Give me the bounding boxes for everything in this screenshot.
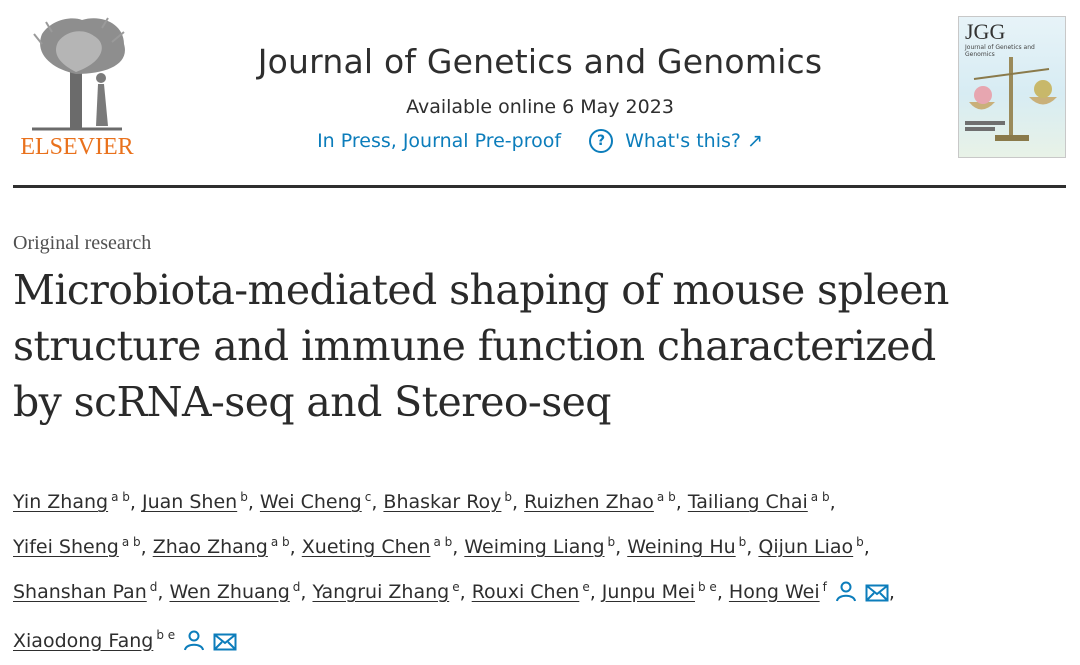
author-separator: ,	[746, 536, 759, 559]
availability-date: Available online 6 May 2023	[406, 96, 674, 118]
envelope-icon[interactable]	[865, 577, 889, 617]
affiliation-marker[interactable]: b	[240, 490, 248, 504]
author-entry: Zhao Zhang a b	[152, 534, 290, 559]
affiliation-marker[interactable]: c	[364, 490, 372, 504]
author-entry: Yangrui Zhang e	[312, 579, 460, 603]
affiliation-marker[interactable]: a b	[656, 490, 676, 504]
article-type: Original research	[13, 232, 152, 254]
affiliation-marker[interactable]: f	[822, 579, 827, 594]
whats-this-link[interactable]: What's this? ↗	[625, 130, 763, 152]
author-name-link[interactable]: Zhao Zhang	[152, 536, 268, 559]
author-separator: ,	[863, 536, 870, 559]
author-entry: Yin Zhang a b	[13, 490, 130, 514]
affiliation-marker[interactable]: a b	[433, 534, 453, 549]
person-icon[interactable]	[835, 577, 857, 617]
author-separator: ,	[157, 580, 170, 603]
title-line: Microbiota-mediated shaping of mouse spl…	[13, 266, 949, 314]
author-separator: ,	[675, 491, 688, 514]
author-name-link[interactable]: Shanshan Pan	[13, 580, 147, 603]
affiliation-marker[interactable]: b	[738, 534, 747, 549]
affiliation-marker[interactable]: a b	[111, 490, 130, 504]
author-name-link[interactable]: Ruizhen Zhao	[524, 491, 654, 514]
author-name-link[interactable]: Hong Wei	[728, 580, 820, 603]
title-line: by scRNA-seq and Stereo-seq	[13, 378, 612, 426]
author-list: Yin Zhang a b, Juan Shen b, Wei Cheng c, Bh…	[13, 478, 1073, 665]
author-entry: Qijun Liao b	[758, 534, 864, 559]
author-entry: Bhaskar Roy b	[383, 490, 513, 514]
author-name-link[interactable]: Xueting Chen	[301, 536, 431, 559]
author-entry: Tailiang Chai a b	[687, 490, 830, 514]
affiliation-marker[interactable]: e	[582, 579, 590, 594]
affiliation-marker[interactable]: b e	[156, 628, 176, 643]
cover-subtitle: Journal of Genetics and Genomics	[965, 44, 1035, 58]
title-line: structure and immune function characteri…	[13, 322, 936, 370]
affiliation-marker[interactable]: a b	[810, 490, 830, 504]
author-name-link[interactable]: Xiaodong Fang	[13, 629, 154, 652]
author-name-link[interactable]: Bhaskar Roy	[383, 491, 502, 514]
author-separator: ,	[140, 536, 153, 559]
affiliation-marker[interactable]: b	[607, 534, 616, 549]
tree-logo-icon	[32, 17, 125, 131]
author-entry: Wei Cheng c	[259, 490, 372, 514]
author-name-link[interactable]: Yangrui Zhang	[312, 580, 450, 603]
author-separator: ,	[452, 536, 465, 559]
author-entry: Weining Hu b	[627, 534, 747, 559]
header-divider	[13, 185, 1066, 188]
cover-illustration-icon	[965, 57, 1057, 141]
author-name-link[interactable]: Qijun Liao	[758, 536, 854, 559]
author-separator: ,	[716, 580, 729, 603]
author-separator: ,	[247, 491, 260, 514]
author-separator: ,	[300, 580, 313, 603]
author-name-link[interactable]: Yin Zhang	[13, 491, 109, 514]
affiliation-marker[interactable]: a b	[121, 534, 141, 549]
affiliation-marker[interactable]: a b	[270, 534, 290, 549]
author-separator: ,	[589, 580, 602, 603]
author-name-link[interactable]: Weining Hu	[627, 536, 736, 559]
author-name-link[interactable]: Wei Cheng	[259, 491, 362, 514]
author-name-link[interactable]: Rouxi Chen	[471, 580, 580, 603]
author-separator: ,	[615, 536, 628, 559]
author-entry: Juan Shen b	[141, 490, 248, 514]
journal-title[interactable]: Journal of Genetics and Genomics	[257, 42, 823, 81]
help-icon[interactable]: ?	[589, 129, 614, 153]
affiliation-marker[interactable]: d	[292, 579, 301, 594]
author-entry: Xiaodong Fang b e	[13, 628, 237, 652]
envelope-icon[interactable]	[213, 626, 237, 665]
author-separator: ,	[459, 580, 472, 603]
journal-cover[interactable]: JGG Journal of Genetics and Genomics	[958, 16, 1066, 158]
article-title: Microbiota-mediated shaping of mouse spl…	[13, 262, 1073, 430]
author-entry: Ruizhen Zhao a b	[524, 490, 676, 514]
author-entry: Rouxi Chen e	[471, 579, 590, 603]
author-separator: ,	[888, 580, 895, 603]
author-name-link[interactable]: Junpu Mei	[601, 580, 695, 603]
elsevier-logo[interactable]: ELSEVIER	[12, 14, 142, 160]
author-entry: Shanshan Pan d	[13, 579, 158, 603]
author-entry: Weiming Liang b	[464, 534, 616, 559]
author-separator: ,	[829, 491, 836, 514]
author-separator: ,	[129, 491, 142, 514]
cover-title: JGG	[965, 19, 1006, 44]
author-separator: ,	[371, 491, 384, 514]
affiliation-marker[interactable]: d	[149, 579, 158, 594]
publisher-wordmark: ELSEVIER	[20, 134, 134, 160]
author-entry: Yifei Sheng a b	[13, 534, 141, 559]
author-name-link[interactable]: Weiming Liang	[464, 536, 605, 559]
author-name-link[interactable]: Yifei Sheng	[13, 536, 119, 559]
affiliation-marker[interactable]: b	[856, 534, 864, 549]
person-icon[interactable]	[183, 626, 205, 665]
author-name-link[interactable]: Wen Zhuang	[169, 580, 290, 603]
author-entry: Junpu Mei b e	[601, 579, 717, 603]
press-status-link[interactable]: In Press, Journal Pre-proof	[317, 130, 562, 152]
affiliation-marker[interactable]: b e	[698, 579, 717, 594]
author-name-link[interactable]: Juan Shen	[141, 491, 238, 514]
author-name-link[interactable]: Tailiang Chai	[687, 491, 808, 514]
affiliation-marker[interactable]: e	[452, 579, 460, 594]
author-separator: ,	[512, 491, 525, 514]
press-status-row: In Press, Journal Pre-proof ? What's thi…	[150, 129, 930, 153]
author-entry: Xueting Chen a b	[301, 534, 453, 559]
author-separator: ,	[289, 536, 302, 559]
author-entry: Wen Zhuang d	[169, 579, 301, 603]
affiliation-marker[interactable]: b	[504, 490, 513, 504]
author-entry: Hong Wei f	[728, 579, 889, 603]
